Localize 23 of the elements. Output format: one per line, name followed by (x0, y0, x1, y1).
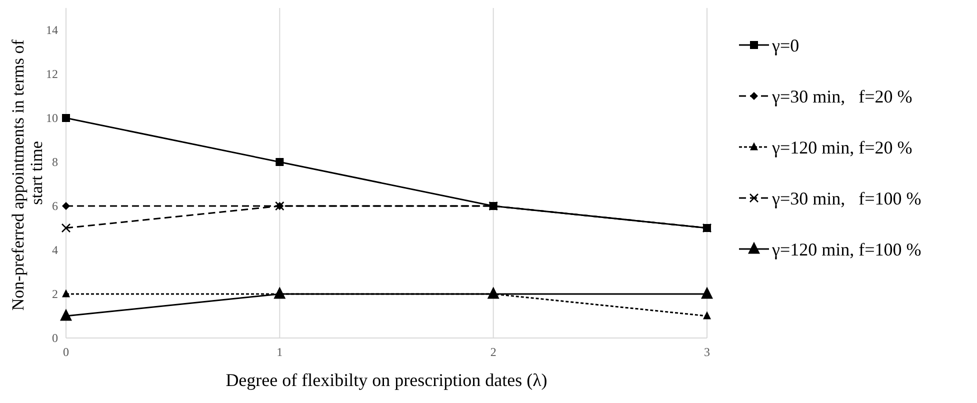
x-tick-label: 0 (63, 345, 69, 359)
y-tick-label: 14 (46, 23, 58, 38)
point (276, 158, 284, 166)
y-tick-label: 0 (52, 331, 58, 346)
y-axis-title: Non-preferred appointments in terms of start time (8, 35, 46, 311)
point (62, 202, 70, 210)
legend-label: γ=120 min, f=20 % (771, 137, 912, 158)
x-tick-label: 2 (490, 345, 496, 359)
x-tick-label: 1 (276, 345, 283, 359)
legend-label: γ=30 min, f=20 % (771, 86, 912, 106)
y-tick-label: 8 (52, 155, 58, 170)
legend-label: γ=120 min, f=100 % (771, 239, 922, 260)
legend-label: γ=30 min, f=100 % (771, 188, 922, 208)
legend-label: γ=0 (771, 35, 800, 56)
point (62, 114, 70, 122)
x-tick-label: 3 (704, 345, 710, 359)
y-tick-label: 12 (46, 67, 58, 82)
x-axis-title: Degree of flexibilty on prescription dates (λ) (226, 370, 548, 390)
y-tick-label: 2 (52, 287, 58, 302)
y-tick-label: 10 (46, 111, 58, 126)
y-tick-label: 6 (52, 199, 58, 214)
point (61, 223, 71, 233)
y-tick-label: 4 (52, 243, 58, 258)
